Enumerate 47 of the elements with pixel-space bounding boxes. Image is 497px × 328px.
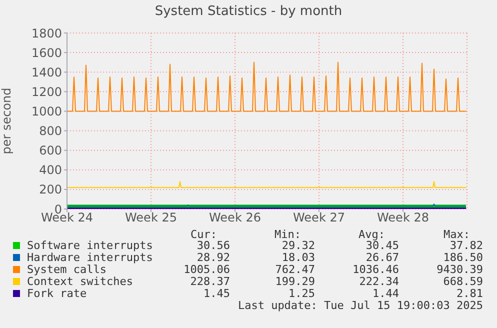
chart-title: System Statistics - by month (154, 4, 344, 19)
text: 186.50 (443, 251, 483, 264)
text: 199.29 (275, 275, 315, 288)
legend-label: Software interrupts (27, 239, 153, 252)
y-tick-label: 1800 (31, 26, 62, 40)
text: Last update: Tue Jul 15 19:00:03 2025 (238, 299, 483, 312)
text: 1036.46 (352, 263, 399, 276)
y-tick-label: 1000 (31, 104, 62, 118)
text: 2.81 (456, 287, 483, 300)
y-tick-label: 600 (39, 144, 62, 158)
text: Max: (444, 228, 470, 241)
text: 222.34 (359, 275, 399, 288)
y-tick-label: 1600 (31, 46, 62, 60)
text: 1.45 (204, 287, 230, 300)
legend-label: System calls (27, 263, 106, 276)
legend-label: Hardware interrupts (27, 251, 153, 264)
text: 30.56 (196, 239, 230, 252)
text: Min: (274, 228, 301, 241)
text: 228.37 (190, 275, 230, 288)
text: 26.67 (366, 251, 399, 264)
legend-label: Context switches (27, 275, 133, 288)
text: 29.32 (282, 239, 315, 252)
text: 668.59 (443, 275, 483, 288)
x-tick-label: Week 28 (377, 210, 429, 225)
text: 18.03 (282, 251, 315, 264)
y-axis-title: per second (0, 88, 14, 154)
y-tick-label: 800 (39, 124, 62, 138)
y-tick-label: 1400 (31, 65, 62, 80)
text: 1005.06 (184, 263, 230, 276)
y-tick-label: 200 (39, 182, 62, 197)
text: 37.82 (450, 239, 483, 252)
text: 1.44 (372, 287, 399, 300)
y-tick-label: 1200 (31, 84, 62, 99)
x-tick-label: Week 27 (293, 210, 345, 225)
text: 28.92 (196, 251, 230, 264)
text: 9430.39 (436, 263, 483, 276)
text: 1.25 (288, 287, 315, 300)
text: Cur: (190, 228, 217, 241)
x-tick-label: Week 24 (41, 210, 93, 225)
x-tick-label: Week 25 (125, 210, 177, 225)
y-tick-label: 400 (39, 163, 62, 178)
text: 762.47 (275, 263, 315, 276)
x-tick-label: Week 26 (209, 210, 261, 225)
text: 30.45 (366, 239, 399, 252)
text: Avg: (358, 228, 385, 241)
line-series (67, 62, 466, 112)
legend-label: Fork rate (27, 287, 87, 300)
